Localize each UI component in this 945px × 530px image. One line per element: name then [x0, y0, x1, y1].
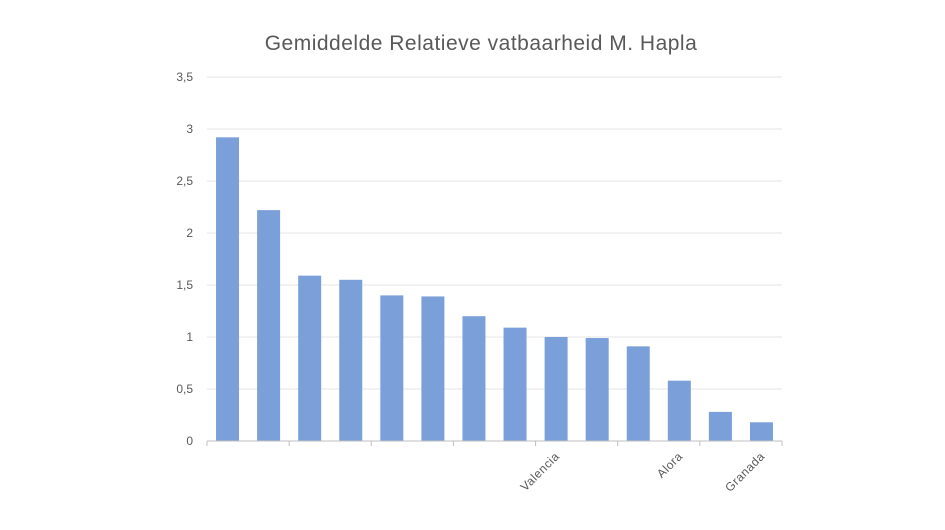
- bar: [667, 380, 691, 441]
- bar: [503, 327, 527, 441]
- bar: [749, 422, 773, 441]
- bars: [216, 137, 773, 441]
- bar: [257, 210, 281, 441]
- bar: [380, 295, 404, 441]
- x-axis-labels: Valencia Alora Granada: [518, 449, 768, 494]
- y-tick-label: 2: [186, 226, 193, 240]
- y-tick-label: 3,5: [176, 70, 193, 84]
- gridlines: [207, 76, 782, 390]
- y-tick-label: 0: [186, 434, 193, 448]
- y-tick-label: 2,5: [176, 174, 193, 188]
- bar: [585, 338, 609, 441]
- bar: [708, 411, 732, 441]
- bar: [421, 296, 445, 441]
- bar: [339, 279, 363, 441]
- y-axis-ticks: 0 0,5 1 1,5 2 2,5 3 3,5: [176, 70, 193, 448]
- bar: [626, 346, 650, 441]
- y-tick-label: 3: [186, 122, 193, 136]
- x-axis: [206, 440, 783, 446]
- y-tick-label: 1,5: [176, 278, 193, 292]
- bar: [298, 275, 322, 441]
- bar: [462, 316, 486, 441]
- bar: [544, 337, 568, 441]
- x-category-label: Granada: [722, 449, 767, 494]
- y-tick-label: 1: [186, 330, 193, 344]
- y-tick-label: 0,5: [176, 382, 193, 396]
- bar: [216, 137, 240, 441]
- x-category-label: Valencia: [518, 449, 563, 494]
- chart-title: Gemiddelde Relatieve vatbaarheid M. Hapl…: [265, 32, 698, 55]
- x-category-label: Alora: [654, 449, 685, 480]
